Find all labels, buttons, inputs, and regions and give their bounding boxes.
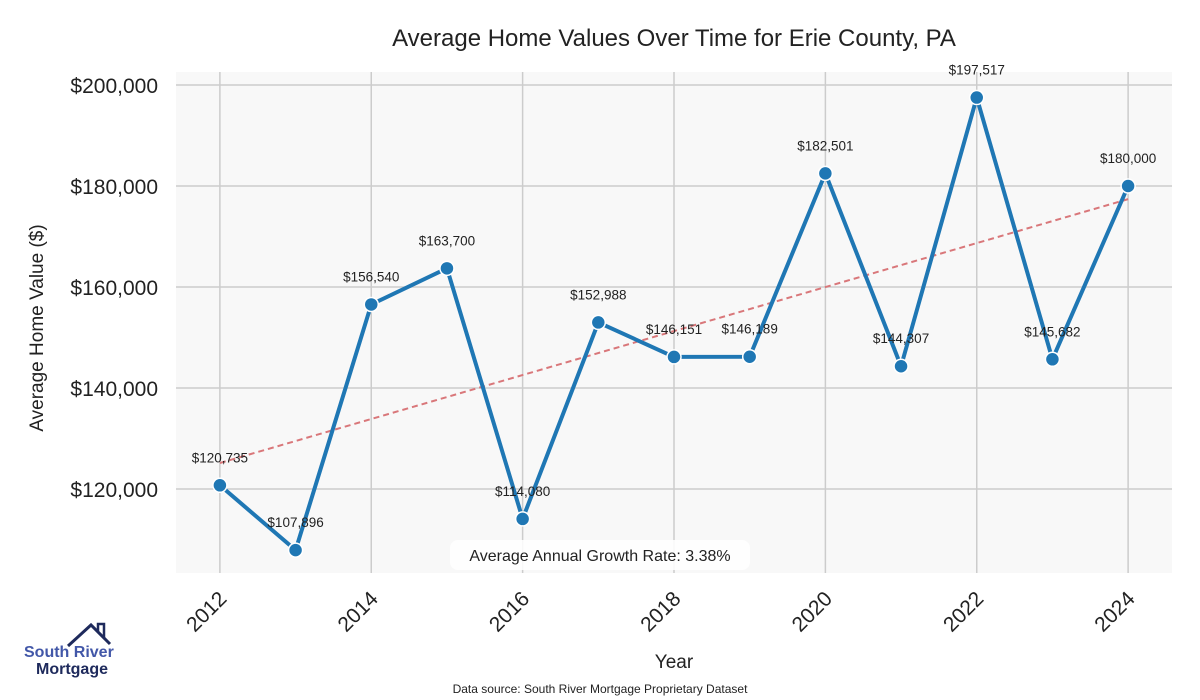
data-label: $107,896 [267,515,323,530]
data-point [968,89,985,106]
data-label: $180,000 [1100,151,1156,166]
data-point [666,349,682,365]
data-label: $156,540 [343,269,399,284]
data-point [590,314,607,331]
data-point [741,348,758,365]
data-point [212,477,228,494]
data-label: $145,682 [1024,324,1080,339]
y-tick-label: $120,000 [70,479,158,502]
data-point [1120,178,1136,194]
data-label: $163,700 [419,233,475,248]
data-label: $182,501 [797,138,853,153]
data-label: $114,080 [495,484,550,499]
data-label: $152,988 [570,287,626,302]
data-point [363,296,380,313]
data-label: $146,151 [646,322,702,337]
x-tick-label: 2014 [334,587,384,637]
x-tick-label: 2022 [939,587,988,636]
x-tick-label: 2024 [1090,587,1140,637]
data-label: $197,517 [949,63,1005,78]
x-tick-label: 2012 [182,587,231,636]
data-point [287,542,304,558]
chart-title: Average Home Values Over Time for Erie C… [392,25,956,52]
data-label: $120,735 [192,450,248,465]
y-tick-label: $200,000 [70,75,158,98]
y-tick-label: $140,000 [70,378,158,401]
y-tick-label: $160,000 [70,277,158,300]
x-axis-label: Year [655,652,694,673]
data-label: $144,307 [873,331,929,346]
annotation-box [450,540,750,570]
data-point [1044,351,1061,368]
x-tick-label: 2018 [636,587,685,636]
growth-rate-annotation: Average Annual Growth Rate: 3.38% [469,548,730,565]
data-point [817,165,834,182]
y-axis-label: Average Home Value ($) [27,224,48,431]
data-label: $146,189 [722,322,778,337]
x-tick-label: 2020 [788,587,837,636]
data-point [893,358,909,374]
trend-line [219,198,1129,464]
house-roof-icon [66,622,112,648]
logo-text-line2: Mortgage [36,661,108,678]
x-tick-label: 2016 [485,587,534,636]
data-source-footnote: Data source: South River Mortgage Propri… [453,682,748,696]
data-point [439,260,455,277]
logo-text-line1: South River [24,644,114,661]
data-point [514,511,531,527]
y-tick-label: $180,000 [70,176,158,199]
south-river-mortgage-logo: South River Mortgage [22,620,122,680]
